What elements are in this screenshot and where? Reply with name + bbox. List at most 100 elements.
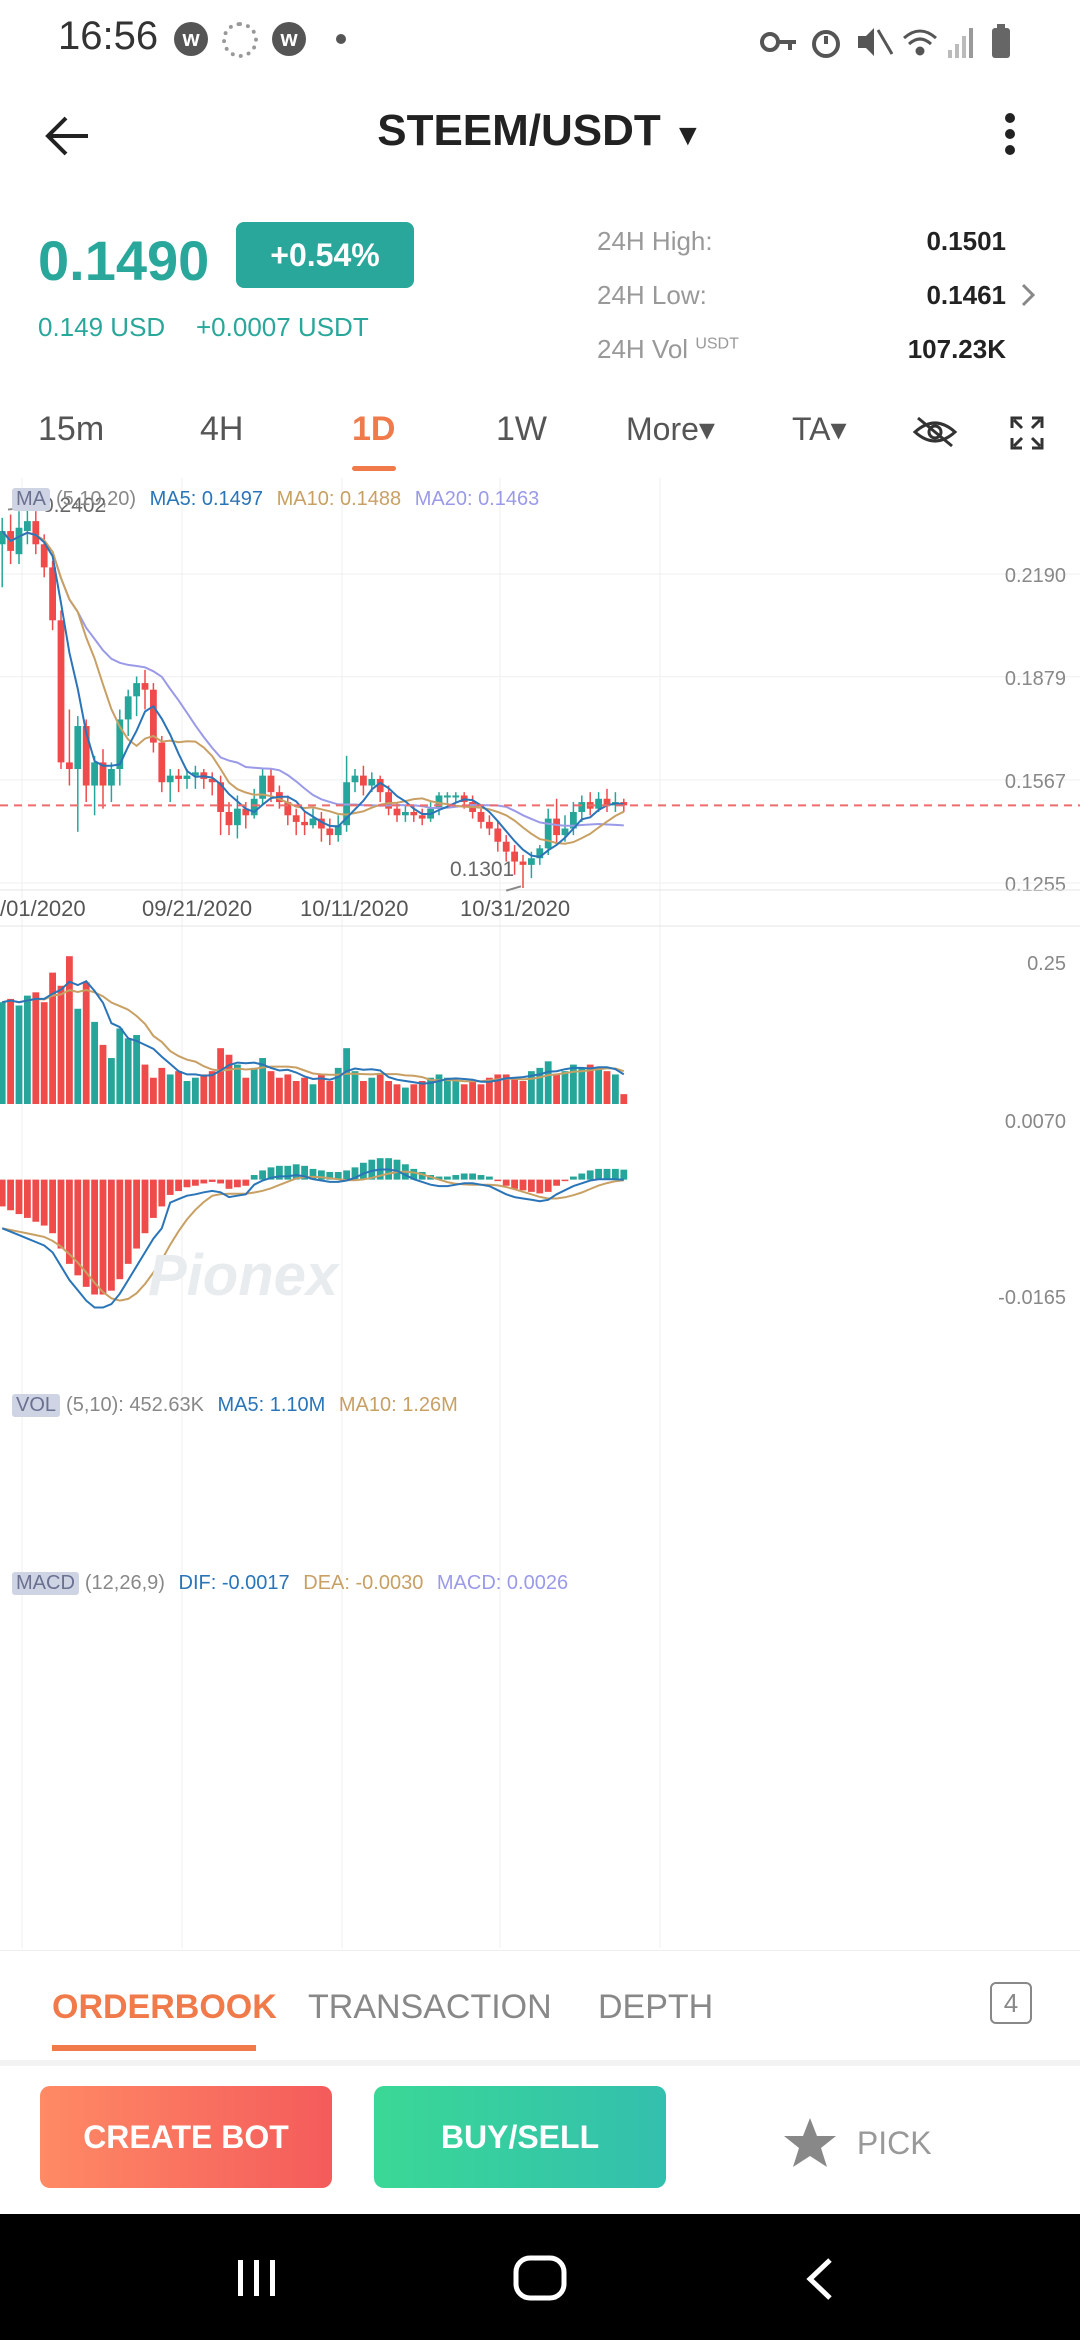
fullscreen-icon[interactable] bbox=[1010, 416, 1044, 450]
alarm-icon bbox=[812, 30, 840, 58]
candle-body bbox=[250, 798, 258, 816]
ma20-legend: MA20: 0.1463 bbox=[414, 488, 540, 510]
volume-bar bbox=[108, 1058, 115, 1104]
wifi-icon bbox=[903, 29, 937, 56]
date-axis-tick: 10/11/2020 bbox=[300, 896, 408, 921]
macd-histogram-bar bbox=[410, 1168, 418, 1180]
pair-selector[interactable]: STEEM/USDT ▼ bbox=[0, 106, 1080, 156]
macd-histogram-bar bbox=[24, 1179, 31, 1218]
volume-bar bbox=[393, 1084, 401, 1104]
tab-ta[interactable]: TA▾ bbox=[792, 411, 847, 447]
macd-histogram-bar bbox=[217, 1179, 224, 1184]
candle-body bbox=[561, 828, 569, 836]
back-nav-icon[interactable] bbox=[804, 2256, 836, 2302]
volume-bar bbox=[494, 1074, 502, 1104]
volume-bar bbox=[150, 1077, 157, 1104]
candle-body bbox=[301, 821, 308, 826]
candle-body bbox=[217, 782, 224, 812]
macd-histogram-bar bbox=[570, 1176, 577, 1180]
status-bar: 16:56 w w bbox=[0, 0, 1080, 84]
volume-bar bbox=[586, 1064, 594, 1104]
price-axis-tick: 0.1567 bbox=[1005, 771, 1066, 793]
volume-bar bbox=[259, 1058, 266, 1104]
chart-canvas[interactable]: 0.2190 0.1879 0.1567 0.1255/01/2020 09/21/20… bbox=[0, 478, 1080, 1948]
volume-bar bbox=[0, 1002, 6, 1104]
low-value: 0.1461 bbox=[926, 280, 1006, 310]
macd-histogram-bar bbox=[460, 1173, 468, 1180]
macd-histogram-bar bbox=[225, 1179, 233, 1189]
pair-title: STEEM/USDT bbox=[377, 106, 661, 155]
create-bot-button[interactable]: CREATE BOT bbox=[40, 2086, 332, 2188]
candle-body bbox=[578, 802, 586, 812]
volume-bar bbox=[360, 1081, 367, 1104]
candle-body bbox=[435, 795, 443, 809]
candle-body bbox=[192, 772, 199, 776]
macd-histogram-bar bbox=[91, 1179, 98, 1295]
macd-histogram-bar bbox=[494, 1179, 502, 1182]
ma-legend-params: (5,10,20) bbox=[56, 488, 137, 510]
w-app-icon: w bbox=[174, 22, 208, 56]
volume-bar bbox=[74, 1008, 82, 1104]
tabs-count-badge[interactable]: 4 bbox=[990, 1982, 1032, 2024]
tab-more[interactable]: More▾ bbox=[626, 411, 715, 447]
macd-histogram-bar bbox=[343, 1170, 350, 1180]
volume-bar bbox=[418, 1081, 426, 1104]
candle-body bbox=[292, 815, 300, 822]
candle-body bbox=[477, 811, 485, 822]
volume-bar bbox=[133, 1035, 140, 1104]
candle-body bbox=[570, 811, 577, 829]
volume-bar bbox=[292, 1081, 300, 1104]
eye-off-icon[interactable] bbox=[912, 414, 958, 450]
vol-label: 24H Vol USDT bbox=[597, 334, 739, 365]
tab-1w[interactable]: 1W bbox=[496, 410, 547, 448]
volume-bar bbox=[486, 1077, 493, 1104]
candle-body bbox=[57, 620, 65, 763]
recent-apps-icon[interactable] bbox=[236, 2258, 280, 2298]
vol-value: 107.23K bbox=[907, 334, 1006, 364]
volume-bar bbox=[166, 1074, 174, 1104]
chevron-right-icon[interactable] bbox=[1020, 282, 1036, 308]
macd-histogram-bar bbox=[528, 1179, 535, 1192]
volume-bar bbox=[284, 1074, 292, 1104]
section-divider bbox=[0, 2060, 1080, 2066]
macd-histogram-bar bbox=[519, 1179, 527, 1191]
macd-legend-params: (12,26,9) bbox=[84, 1572, 165, 1594]
volume-bar bbox=[469, 1081, 476, 1104]
macd-value-legend: MACD: 0.0026 bbox=[436, 1572, 569, 1594]
macd-histogram-bar bbox=[393, 1159, 401, 1180]
candle-body bbox=[452, 795, 460, 798]
macd-histogram-bar bbox=[166, 1179, 174, 1195]
macd-axis-tick: -0.0165 bbox=[998, 1287, 1066, 1309]
home-icon[interactable] bbox=[512, 2254, 568, 2302]
ma20-line bbox=[1, 530, 624, 827]
volume-bar bbox=[242, 1077, 250, 1104]
buy-sell-button[interactable]: BUY/SELL bbox=[374, 2086, 666, 2188]
macd-histogram-bar bbox=[267, 1167, 275, 1180]
pick-button[interactable]: PICK bbox=[782, 2110, 932, 2170]
volume-bar bbox=[158, 1067, 166, 1104]
candle-body bbox=[225, 811, 233, 826]
tab-depth[interactable]: DEPTH bbox=[598, 1988, 714, 2026]
candle-body bbox=[368, 778, 376, 786]
vol-ma5-legend: MA5: 1.10M bbox=[217, 1394, 326, 1416]
macd-histogram-bar bbox=[553, 1179, 560, 1186]
tab-4h[interactable]: 4H bbox=[200, 410, 244, 448]
macd-histogram-bar bbox=[368, 1159, 376, 1180]
volume-bar bbox=[570, 1064, 577, 1104]
tab-15m[interactable]: 15m bbox=[38, 410, 105, 448]
more-vertical-icon[interactable] bbox=[1000, 110, 1020, 160]
back-arrow-icon[interactable] bbox=[44, 114, 92, 158]
tab-1d[interactable]: 1D bbox=[352, 410, 396, 448]
volume-bar bbox=[326, 1081, 334, 1104]
candle-body bbox=[183, 775, 191, 779]
volume-bar bbox=[234, 1064, 241, 1104]
candle-body bbox=[553, 818, 560, 836]
tab-orderbook[interactable]: ORDERBOOK bbox=[52, 1988, 277, 2026]
ma5-line bbox=[1, 530, 624, 858]
w-app-icon: w bbox=[272, 22, 306, 56]
kline-chart[interactable]: 0.2190 0.1879 0.1567 0.1255/01/2020 09/21/20… bbox=[0, 478, 1080, 1948]
low-marker: 0.1301 bbox=[450, 858, 514, 881]
tab-transaction[interactable]: TRANSACTION bbox=[308, 1988, 552, 2026]
candle-body bbox=[284, 802, 292, 816]
candle-body bbox=[133, 683, 140, 697]
